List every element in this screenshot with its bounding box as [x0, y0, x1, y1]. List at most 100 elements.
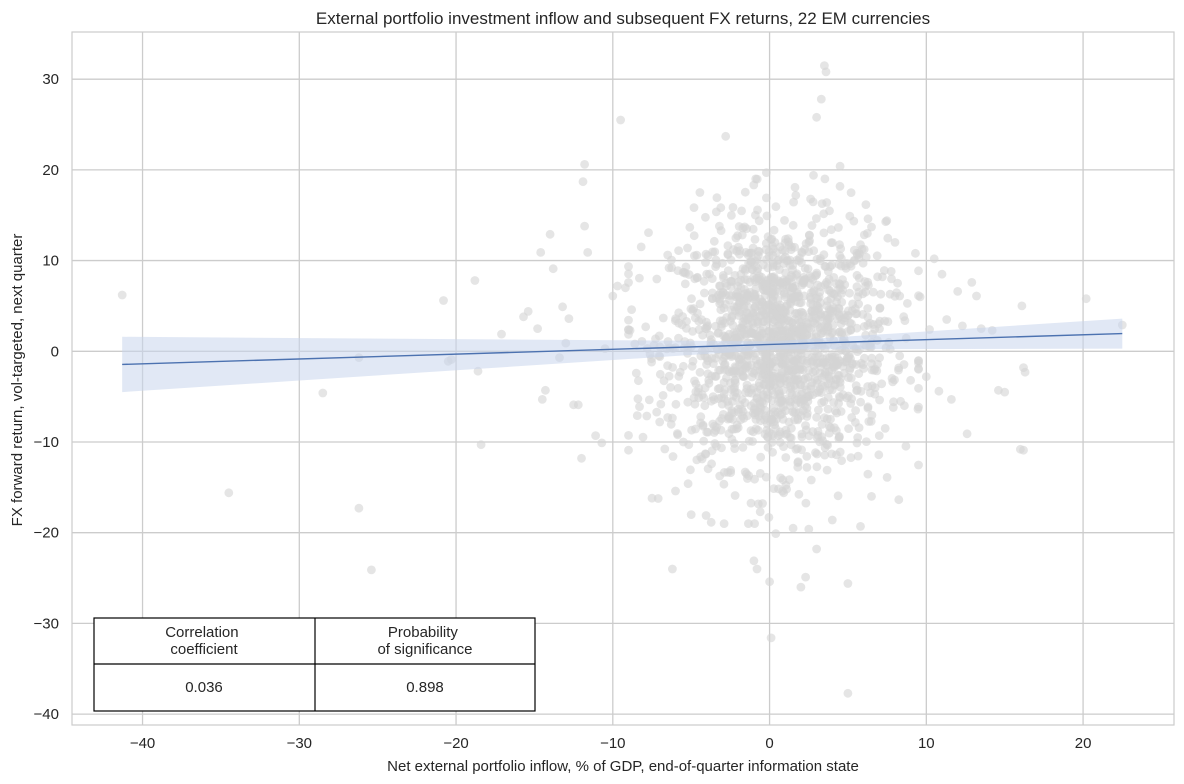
data-point — [823, 404, 833, 414]
data-point — [659, 376, 669, 386]
data-point — [774, 386, 784, 396]
data-point — [806, 381, 816, 391]
data-point — [962, 429, 972, 439]
data-point — [536, 248, 546, 257]
data-point — [888, 403, 898, 412]
data-point — [781, 356, 791, 366]
data-point — [721, 131, 731, 141]
data-point — [704, 378, 714, 388]
data-point — [678, 312, 687, 321]
regression-line — [122, 332, 1123, 366]
data-point — [843, 688, 853, 698]
data-point — [727, 434, 737, 444]
data-point — [652, 407, 662, 417]
data-point — [793, 444, 802, 453]
data-point — [762, 193, 771, 203]
data-point — [736, 275, 746, 285]
stats-header-probability: Probability of significance — [377, 624, 472, 658]
data-point — [895, 291, 905, 301]
data-point — [894, 365, 903, 375]
data-point — [658, 313, 668, 323]
data-point — [812, 214, 821, 223]
data-point — [830, 362, 840, 372]
data-point — [749, 368, 759, 378]
data-point — [769, 272, 779, 281]
data-point — [771, 202, 781, 212]
data-point — [890, 375, 899, 385]
data-point — [834, 223, 843, 232]
data-point — [635, 402, 644, 411]
data-point — [863, 382, 873, 391]
data-point — [817, 398, 826, 407]
data-point — [473, 366, 483, 376]
data-point — [890, 238, 900, 247]
data-point — [906, 375, 915, 385]
data-point — [893, 278, 902, 288]
x-axis-ticks: −40 −30 −20 −10 0 10 20 — [130, 735, 1092, 752]
data-point — [953, 287, 963, 296]
data-point — [772, 261, 782, 271]
data-point — [644, 228, 653, 238]
data-point — [668, 564, 677, 574]
data-point — [823, 296, 832, 306]
data-point — [771, 529, 781, 538]
data-point — [845, 363, 855, 373]
data-point — [720, 318, 730, 328]
data-point — [868, 287, 878, 297]
data-point — [627, 305, 636, 314]
data-point — [816, 94, 826, 104]
data-point — [723, 249, 733, 259]
data-point — [686, 510, 696, 519]
data-point — [947, 395, 956, 404]
data-point — [652, 274, 662, 284]
x-tick-label: 20 — [1075, 735, 1092, 752]
data-point — [537, 395, 547, 404]
data-point — [660, 444, 670, 454]
data-point — [744, 436, 754, 446]
data-point — [763, 316, 772, 326]
data-point — [809, 287, 818, 296]
data-point — [816, 254, 825, 263]
data-point — [750, 519, 759, 528]
data-point — [767, 438, 777, 447]
data-point — [655, 369, 665, 379]
data-point — [788, 293, 798, 303]
data-point — [804, 247, 813, 256]
data-point — [701, 258, 710, 267]
data-point — [719, 378, 729, 387]
data-point — [788, 220, 798, 230]
data-point — [748, 243, 758, 253]
data-point — [717, 414, 727, 423]
data-point — [580, 221, 589, 231]
data-point — [715, 471, 725, 481]
data-point — [874, 450, 884, 460]
data-point — [683, 243, 692, 253]
data-point — [644, 395, 654, 405]
data-point — [633, 394, 643, 404]
data-point — [802, 412, 812, 421]
data-point — [712, 193, 722, 203]
data-point — [786, 330, 796, 339]
data-point — [638, 432, 648, 442]
data-point — [636, 242, 646, 252]
data-point — [688, 356, 698, 366]
data-point — [744, 471, 754, 480]
data-point — [685, 222, 695, 232]
data-point — [820, 443, 830, 452]
data-point — [780, 216, 789, 225]
data-point — [894, 495, 904, 505]
data-point — [688, 327, 697, 336]
data-point — [784, 417, 794, 427]
data-point — [675, 367, 685, 377]
data-point — [914, 364, 923, 374]
data-point — [808, 367, 818, 377]
data-point — [755, 507, 765, 517]
data-point — [762, 168, 771, 178]
data-point — [671, 399, 681, 409]
data-point — [720, 385, 730, 395]
data-point — [823, 392, 833, 402]
data-point — [852, 270, 862, 280]
data-point — [719, 479, 729, 489]
stats-value-probability: 0.898 — [406, 679, 444, 696]
data-point — [804, 524, 814, 534]
